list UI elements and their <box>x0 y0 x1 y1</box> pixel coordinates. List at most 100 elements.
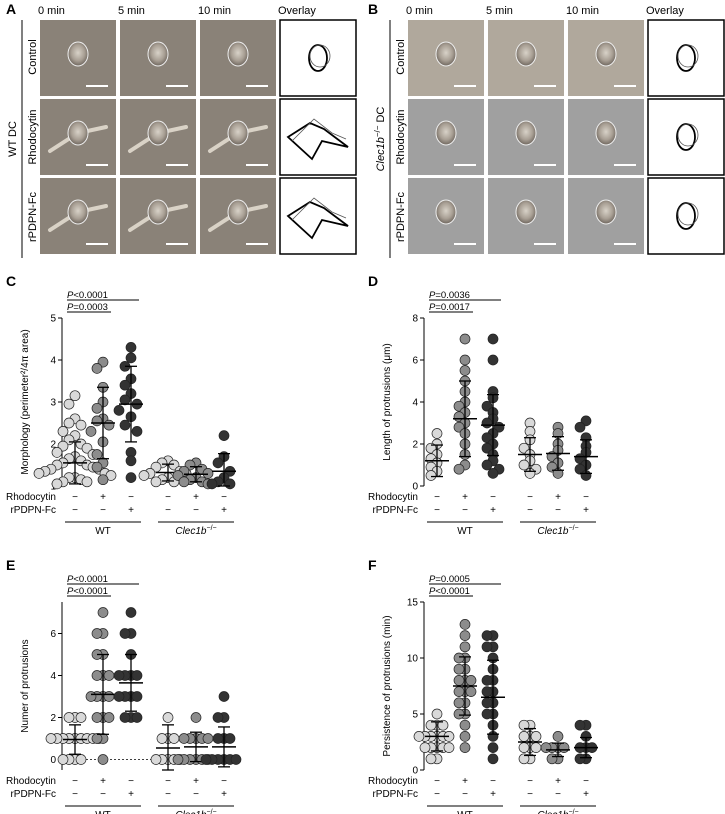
group-label-ko: Clec1b−/− <box>175 809 216 814</box>
y-tick-label: 8 <box>412 314 418 325</box>
treatment-sign: − <box>490 776 496 787</box>
data-point <box>419 742 431 753</box>
treatment-sign: − <box>100 505 106 516</box>
treatment-sign: + <box>193 776 199 787</box>
column-label-5min: 5 min <box>118 5 145 17</box>
y-axis-label: Length of protrusions (μm) <box>382 343 393 460</box>
data-point <box>85 691 97 702</box>
data-point <box>125 342 137 353</box>
row-label-rhodocytin: Rhodocytin <box>27 109 39 164</box>
panel-letter-b: B <box>368 1 378 17</box>
treatment-sign: − <box>462 505 468 516</box>
panel-letter-a: A <box>6 1 16 17</box>
data-point <box>425 753 437 765</box>
cell <box>67 120 89 146</box>
data-point <box>97 754 109 765</box>
data-point <box>487 753 499 765</box>
treatment-label: rPDPN-Fc <box>10 789 56 800</box>
y-tick-label: 3 <box>50 398 56 409</box>
treatment-sign: + <box>128 505 134 516</box>
data-point <box>481 630 493 641</box>
treatment-sign: − <box>100 789 106 800</box>
treatment-sign: − <box>165 492 171 503</box>
data-point <box>574 753 586 765</box>
treatment-label: Rhodocytin <box>6 776 56 787</box>
data-point <box>57 426 69 437</box>
data-point <box>51 478 63 490</box>
data-point <box>459 742 471 753</box>
data-point <box>540 742 552 753</box>
data-point <box>481 697 493 709</box>
y-axis-label: Numer of protrusions <box>20 639 31 732</box>
data-point <box>113 670 125 681</box>
data-point <box>453 675 465 686</box>
treatment-sign: − <box>128 776 134 787</box>
data-point <box>530 731 542 742</box>
data-point <box>125 607 137 618</box>
treatment-sign: − <box>434 505 440 516</box>
data-point <box>465 686 477 697</box>
panel-letter-d: D <box>368 273 378 289</box>
data-point <box>230 754 242 765</box>
treatment-sign: + <box>221 505 227 516</box>
cell-outline <box>677 202 699 226</box>
data-point <box>459 365 471 376</box>
data-point <box>459 719 471 731</box>
treatment-sign: + <box>221 789 227 800</box>
micrograph-panel-b: 0 min 5 min 10 min Overlay Control Rhodo… <box>373 5 725 258</box>
treatment-sign: + <box>100 776 106 787</box>
y-tick-label: 0 <box>412 482 418 493</box>
data-point <box>119 628 131 639</box>
data-point <box>119 712 131 723</box>
data-point <box>103 691 115 702</box>
p-value-label: P<0.0001 <box>67 586 108 597</box>
column-label-5min: 5 min <box>486 5 513 17</box>
treatment-label: Rhodocytin <box>6 492 56 503</box>
data-point <box>453 708 465 720</box>
cell-outline <box>291 118 347 142</box>
treatment-sign: + <box>193 492 199 503</box>
data-point <box>45 733 57 744</box>
data-point <box>518 731 530 742</box>
data-point <box>103 670 115 681</box>
data-point <box>574 421 586 433</box>
y-tick-label: 2 <box>412 440 418 451</box>
data-point <box>156 733 168 744</box>
cell <box>515 120 537 146</box>
data-point <box>218 691 230 702</box>
y-tick-label: 4 <box>50 356 56 367</box>
data-point <box>487 742 499 753</box>
data-point <box>431 708 443 720</box>
data-point <box>75 754 87 765</box>
treatment-label: rPDPN-Fc <box>372 505 418 516</box>
data-point <box>91 449 103 460</box>
data-point <box>552 731 564 742</box>
data-point <box>69 390 81 402</box>
data-point <box>481 417 493 429</box>
data-point <box>91 363 103 374</box>
data-point <box>425 719 437 731</box>
treatment-sign: − <box>583 776 589 787</box>
y-axis-label: Persistence of protrusions (min) <box>382 615 393 756</box>
data-point <box>125 472 137 483</box>
data-point <box>212 733 224 744</box>
y-tick-label: 2 <box>50 713 56 724</box>
treatment-sign: − <box>72 492 78 503</box>
data-point <box>459 333 471 345</box>
treatment-sign: − <box>193 505 199 516</box>
treatment-sign: − <box>165 776 171 787</box>
overlay-tile <box>647 177 725 255</box>
treatment-sign: + <box>462 776 468 787</box>
treatment-sign: + <box>583 789 589 800</box>
data-point <box>481 686 493 697</box>
cell <box>595 41 617 67</box>
row-label-rpdpn: rPDPN-Fc <box>395 191 407 242</box>
y-tick-label: 5 <box>50 314 56 325</box>
data-point <box>131 670 143 681</box>
y-tick-label: 10 <box>407 654 419 665</box>
chart-f: 0 5 10 15 Persistence of protrusions (min) P=… <box>368 574 598 814</box>
y-tick-label: 0 <box>412 766 418 777</box>
data-point <box>168 733 180 744</box>
data-point <box>518 742 530 753</box>
